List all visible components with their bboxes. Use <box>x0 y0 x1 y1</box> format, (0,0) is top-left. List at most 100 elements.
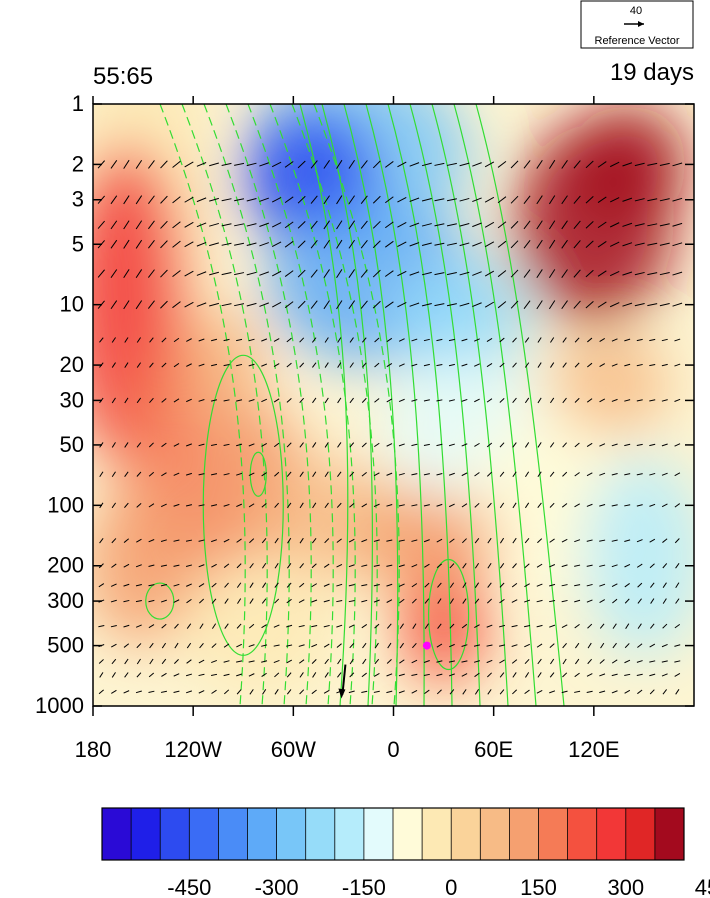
wind-vector <box>674 660 681 663</box>
wind-vector <box>186 583 192 587</box>
wind-vector <box>273 338 280 342</box>
wind-vector <box>323 643 330 648</box>
wind-vector <box>172 240 181 248</box>
wind-vector <box>586 503 593 507</box>
wind-vector <box>597 196 607 203</box>
wind-vector <box>221 242 232 246</box>
wind-vector <box>674 672 681 677</box>
contour-lines <box>145 104 565 706</box>
wind-vector <box>312 471 317 478</box>
wind-vector <box>661 503 668 508</box>
wind-vector <box>412 643 417 649</box>
wind-vector <box>624 564 631 568</box>
contour-line-dashed <box>203 104 290 706</box>
wind-vector <box>286 398 292 403</box>
contour-line <box>475 104 565 706</box>
wind-vector <box>234 223 245 227</box>
wind-vector <box>286 624 293 628</box>
wind-vector <box>586 690 593 693</box>
wind-vector <box>637 582 643 588</box>
wind-vector <box>249 689 254 695</box>
wind-vector <box>135 599 142 603</box>
wind-vector <box>411 338 418 342</box>
wind-vector <box>661 673 668 677</box>
wind-vector <box>312 502 317 509</box>
wind-vector <box>472 271 482 276</box>
wind-vector <box>211 563 217 568</box>
x-tick-label: 60E <box>474 737 513 762</box>
wind-vector <box>186 398 192 403</box>
wind-vector <box>273 659 280 664</box>
wind-vector <box>149 397 154 403</box>
wind-vector <box>373 583 380 587</box>
wind-vector <box>337 672 342 678</box>
wind-vector <box>398 583 405 587</box>
colorbar-swatch <box>363 808 394 860</box>
wind-vector <box>574 442 580 448</box>
wind-vector <box>573 220 581 229</box>
wind-vector <box>461 443 468 447</box>
wind-vector <box>336 599 343 603</box>
wind-vector <box>548 300 556 310</box>
wind-vector <box>123 220 130 230</box>
wind-vector-large-head <box>338 688 346 699</box>
wind-vector <box>286 337 292 343</box>
wind-vector <box>210 443 218 447</box>
wind-vector <box>361 599 368 603</box>
wind-vector <box>424 623 429 629</box>
wind-vector <box>298 644 305 647</box>
wind-vector <box>446 198 457 202</box>
wind-vector <box>110 195 118 205</box>
wind-vector <box>573 269 581 278</box>
wind-vector <box>662 689 668 695</box>
wind-vector <box>659 162 670 166</box>
wind-vector <box>361 624 368 629</box>
wind-vector <box>373 503 380 507</box>
wind-vector <box>600 642 605 649</box>
wind-vector <box>423 473 430 476</box>
wind-vector <box>499 598 505 604</box>
wind-vector <box>622 271 633 276</box>
wind-vector <box>536 269 543 279</box>
wind-vector <box>186 642 192 649</box>
wind-vector <box>246 302 257 307</box>
wind-vector <box>622 302 633 307</box>
wind-vector <box>424 563 430 568</box>
wind-vector <box>511 625 518 628</box>
wind-vector <box>661 472 668 476</box>
wind-vector <box>248 443 255 447</box>
wind-vector <box>636 563 643 568</box>
wind-vector <box>348 269 356 278</box>
wind-vector <box>135 300 143 310</box>
wind-vector <box>523 239 531 249</box>
wind-vector <box>574 564 581 567</box>
contour-line-dashed <box>269 104 356 706</box>
wind-vector <box>609 222 620 228</box>
wind-vector <box>323 160 330 169</box>
wind-vector <box>196 222 207 228</box>
wind-vector <box>449 538 455 543</box>
wind-vector <box>524 643 530 648</box>
wind-vector <box>636 363 643 367</box>
wind-vector <box>136 538 142 543</box>
wind-vector <box>562 337 567 343</box>
wind-vector <box>523 269 531 278</box>
wind-vector <box>198 504 205 507</box>
wind-vector <box>486 672 492 678</box>
colorbar-swatch <box>334 808 365 860</box>
wind-vector <box>271 241 282 248</box>
wind-vector <box>184 241 194 248</box>
wind-vector <box>172 270 181 278</box>
wind-vector <box>234 162 245 166</box>
wind-vector <box>611 504 618 507</box>
wind-vector <box>223 643 230 648</box>
wind-vector <box>549 599 556 603</box>
wind-vector <box>361 672 367 678</box>
wind-vector <box>421 197 432 202</box>
wind-vector <box>611 690 618 694</box>
wind-vector <box>386 673 393 677</box>
contour-line <box>365 104 425 706</box>
wind-vector <box>537 502 542 509</box>
wind-vector <box>286 598 292 604</box>
wind-vector <box>336 624 343 628</box>
